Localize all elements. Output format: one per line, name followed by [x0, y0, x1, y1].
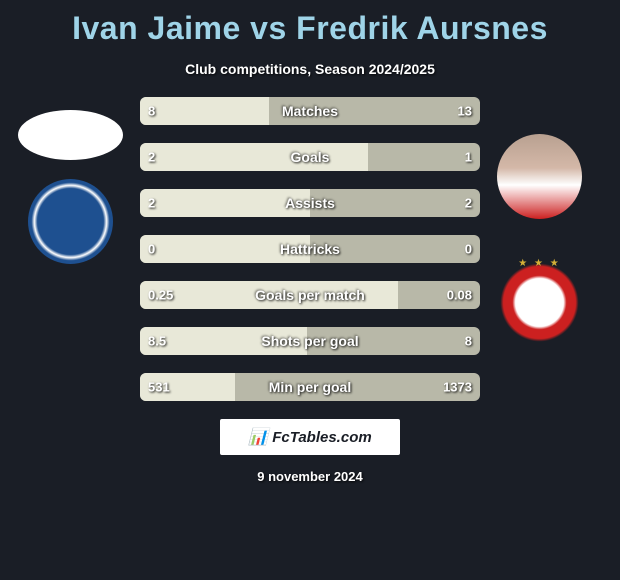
stat-row: 531 Min per goal 1373 — [140, 373, 480, 401]
stat-value-right: 0 — [465, 242, 472, 257]
club-right-logo — [497, 260, 582, 345]
footer-date: 9 november 2024 — [0, 469, 620, 484]
stat-label: Min per goal — [269, 379, 351, 395]
stat-label: Matches — [282, 103, 338, 119]
comparison-title: Ivan Jaime vs Fredrik Aursnes — [0, 0, 620, 47]
stat-value-right: 1373 — [443, 380, 472, 395]
comparison-subtitle: Club competitions, Season 2024/2025 — [0, 61, 620, 77]
site-label: FcTables.com — [272, 429, 371, 446]
stat-value-right: 8 — [465, 334, 472, 349]
stat-row: 8 Matches 13 — [140, 97, 480, 125]
stat-value-left: 0 — [148, 242, 155, 257]
stat-value-left: 2 — [148, 150, 155, 165]
stat-value-left: 2 — [148, 196, 155, 211]
stat-row: 2 Assists 2 — [140, 189, 480, 217]
stat-bar-left — [140, 143, 368, 171]
player-right-avatar — [497, 134, 582, 219]
stat-value-right: 2 — [465, 196, 472, 211]
stat-value-right: 13 — [458, 104, 472, 119]
stat-value-right: 0.08 — [447, 288, 472, 303]
stat-value-left: 8 — [148, 104, 155, 119]
stat-row: 0 Hattricks 0 — [140, 235, 480, 263]
stat-label: Shots per goal — [261, 333, 358, 349]
stat-label: Assists — [285, 195, 335, 211]
club-left-logo — [28, 179, 113, 264]
stat-value-left: 8.5 — [148, 334, 166, 349]
stat-value-right: 1 — [465, 150, 472, 165]
site-logo: 📊 FcTables.com — [220, 419, 400, 455]
stats-container: 8 Matches 13 2 Goals 1 2 Assists 2 0 Hattricks 0 0.2… — [140, 97, 480, 401]
stat-row: 2 Goals 1 — [140, 143, 480, 171]
chart-icon: 📊 — [248, 427, 268, 447]
stat-label: Goals — [291, 149, 330, 165]
stat-value-left: 531 — [148, 380, 170, 395]
stat-row: 0.25 Goals per match 0.08 — [140, 281, 480, 309]
stat-label: Hattricks — [280, 241, 340, 257]
stat-value-left: 0.25 — [148, 288, 173, 303]
stat-label: Goals per match — [255, 287, 365, 303]
stat-row: 8.5 Shots per goal 8 — [140, 327, 480, 355]
player-left-avatar — [18, 110, 123, 160]
stat-bar-left — [140, 97, 269, 125]
